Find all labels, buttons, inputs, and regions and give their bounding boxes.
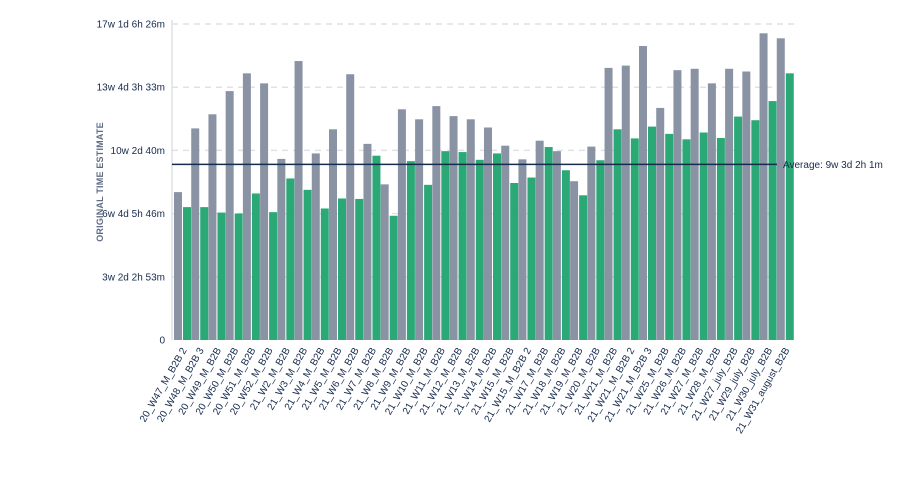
bar-series_2[interactable] — [320, 208, 329, 340]
bar-series_2[interactable] — [475, 159, 484, 340]
bar-series_1[interactable] — [208, 114, 217, 340]
bar-series_2[interactable] — [389, 215, 398, 340]
bar-series_1[interactable] — [570, 181, 579, 340]
bar-series_2[interactable] — [734, 116, 743, 340]
y-tick-label: 0 — [159, 336, 165, 347]
bar-series_2[interactable] — [510, 183, 519, 340]
bar-series_2[interactable] — [561, 170, 570, 340]
bar-series_2[interactable] — [338, 198, 346, 340]
bar-series_1[interactable] — [518, 159, 527, 340]
bar-series_1[interactable] — [380, 184, 389, 340]
bar-series_2[interactable] — [355, 198, 364, 340]
bar-series_2[interactable] — [716, 137, 725, 340]
bar-series_2[interactable] — [751, 120, 760, 340]
bar-series_1[interactable] — [535, 140, 544, 340]
bar-series_1[interactable] — [294, 61, 303, 340]
bar-series_2[interactable] — [286, 178, 295, 340]
bar-series_1[interactable] — [552, 151, 561, 340]
y-tick-label: 10w 2d 40m — [111, 146, 165, 157]
bar-series_1[interactable] — [397, 109, 406, 341]
bar-series_1[interactable] — [466, 119, 475, 340]
bar-series_1[interactable] — [587, 146, 596, 340]
bar-series_1[interactable] — [311, 153, 320, 340]
bar-series_1[interactable] — [725, 68, 734, 340]
bar-series_2[interactable] — [441, 151, 450, 340]
bar-series_1[interactable] — [759, 33, 768, 340]
bar-series_2[interactable] — [665, 133, 674, 340]
y-tick-label: 17w 1d 6h 26m — [97, 20, 165, 31]
bar-series_1[interactable] — [501, 145, 510, 340]
bar-series_1[interactable] — [415, 119, 424, 340]
bar-series_2[interactable] — [527, 177, 536, 340]
bar-series_2[interactable] — [493, 153, 501, 340]
bar-series_1[interactable] — [690, 68, 699, 340]
bar-series_1[interactable] — [449, 116, 458, 340]
bar-series_1[interactable] — [242, 73, 251, 341]
bar-series_1[interactable] — [260, 83, 269, 340]
bar-series_1[interactable] — [225, 91, 234, 340]
bar-series_1[interactable] — [604, 67, 613, 340]
bar-series_1[interactable] — [174, 192, 182, 340]
bar-series_2[interactable] — [424, 184, 433, 340]
bar-series_2[interactable] — [785, 73, 794, 341]
bar-series_1[interactable] — [673, 70, 682, 340]
bar-series_2[interactable] — [596, 160, 605, 340]
bars — [174, 33, 794, 341]
bar-series_2[interactable] — [579, 195, 588, 340]
bar-series_1[interactable] — [776, 38, 785, 340]
bar-series_1[interactable] — [329, 129, 337, 340]
y-axis-label: ORIGINAL TIME ESTIMATE — [95, 122, 105, 242]
bar-series_1[interactable] — [346, 74, 355, 341]
bar-series_2[interactable] — [458, 152, 467, 340]
bar-series_2[interactable] — [682, 139, 691, 340]
bar-series_2[interactable] — [613, 129, 622, 340]
bar-series_2[interactable] — [648, 126, 656, 340]
bar-series_1[interactable] — [432, 106, 441, 340]
bar-series_2[interactable] — [234, 213, 243, 340]
average-label: Average: 9w 3d 2h 1m — [783, 160, 883, 171]
bar-series_1[interactable] — [621, 65, 630, 341]
bar-series_1[interactable] — [363, 143, 372, 340]
y-tick-labels: 0 3w 2d 2h 53m 6w 4d 5h 46m 10w 2d 40m 13w 4… — [97, 20, 166, 347]
bar-series_2[interactable] — [699, 132, 708, 340]
y-tick-label: 3w 2d 2h 53m — [102, 272, 165, 283]
x-tick-labels: 20_W47_M_B2B 220_W48_M_B2B 320_W49_M_B2B… — [138, 346, 792, 436]
bar-series_2[interactable] — [406, 161, 415, 340]
bar-series_2[interactable] — [630, 138, 639, 340]
bar-series_2[interactable] — [251, 193, 260, 340]
bar-series_2[interactable] — [269, 212, 278, 340]
bar-series_1[interactable] — [742, 71, 751, 340]
bar-series_1[interactable] — [277, 158, 286, 340]
bar-series_2[interactable] — [303, 189, 312, 340]
y-tick-label: 6w 4d 5h 46m — [102, 209, 165, 220]
bar-series_1[interactable] — [656, 107, 665, 340]
bar-series_1[interactable] — [484, 127, 492, 340]
bar-series_2[interactable] — [544, 147, 553, 340]
bar-series_2[interactable] — [217, 212, 226, 340]
bar-series_1[interactable] — [707, 83, 716, 340]
y-tick-label: 13w 4d 3h 33m — [97, 83, 165, 94]
bar-series_1[interactable] — [639, 46, 647, 340]
bar-series_1[interactable] — [191, 128, 200, 340]
bar-series_2[interactable] — [183, 207, 191, 340]
bar-series_2[interactable] — [372, 155, 381, 340]
bar-series_2[interactable] — [768, 101, 777, 340]
bar-series_2[interactable] — [200, 207, 209, 340]
